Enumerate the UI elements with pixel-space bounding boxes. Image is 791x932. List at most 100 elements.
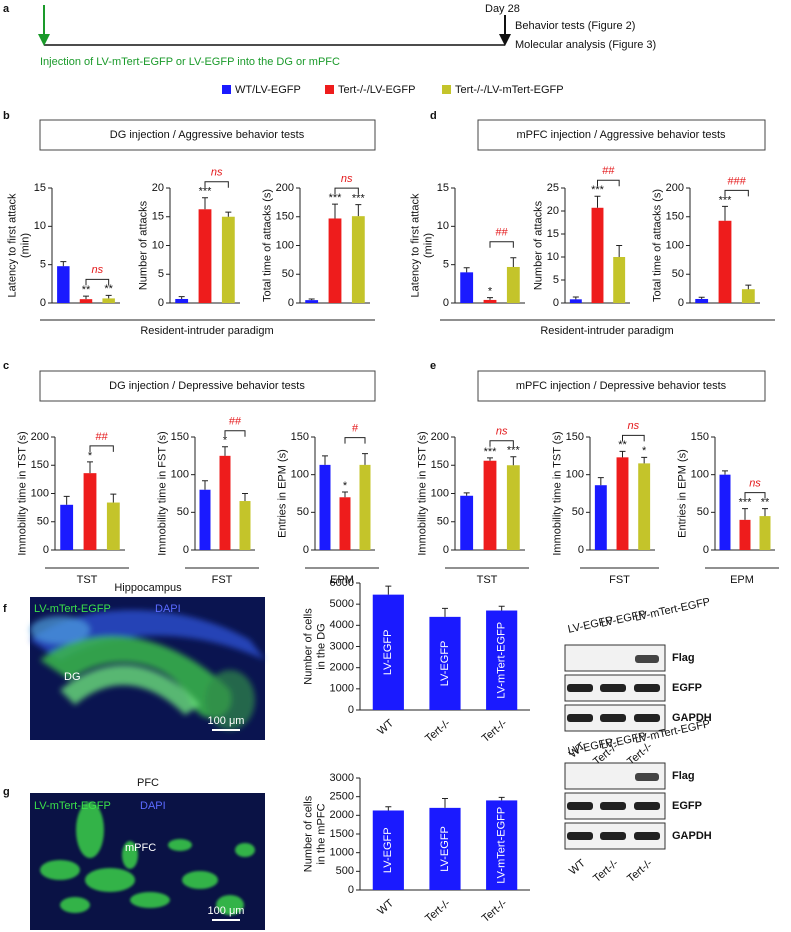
x-tick-label: WT	[375, 717, 396, 737]
y-axis-label: (min)	[20, 233, 32, 258]
y-tick-label: 100	[171, 469, 189, 481]
x-axis-label: EPM	[730, 574, 754, 586]
y-tick-label: 0	[158, 297, 164, 309]
y-axis-label: Latency to first attack	[7, 193, 19, 297]
bar	[79, 299, 93, 303]
panel-letter: b	[3, 110, 10, 122]
error-bar	[463, 492, 470, 496]
y-tick-label: 150	[566, 431, 584, 443]
channel-label: LV-mTert-EGFP	[34, 603, 111, 615]
region-label: DG	[64, 671, 81, 683]
bracket	[224, 430, 246, 437]
panel-heading: DG injection / Aggressive behavior tests	[110, 129, 305, 141]
injection-label: Injection of LV-mTert-EGFP or LV-EGFP in…	[40, 56, 340, 68]
blot-row-label: EGFP	[672, 800, 702, 812]
bracket-label: ns	[211, 167, 223, 179]
y-axis-label: Latency to first attack	[410, 193, 422, 297]
error-bar	[698, 296, 705, 299]
day-arrowhead	[499, 34, 511, 46]
x-tick-label: Tert-/-	[423, 717, 453, 745]
bracket-label: ns	[92, 264, 104, 276]
y-tick-label: 50	[672, 268, 684, 280]
x-axis-label: FST	[212, 574, 233, 586]
legend-label: Tert-/-/LV-mTert-EGFP	[455, 84, 564, 96]
y-tick-label: 50	[282, 268, 294, 280]
y-tick-label: 0	[443, 297, 449, 309]
bar	[594, 485, 607, 550]
y-axis-label: in the mPFC	[315, 803, 327, 864]
bracket-label: ns	[341, 173, 353, 185]
bar	[486, 800, 518, 890]
day-label: Day 28	[485, 3, 520, 15]
x-axis-label: TST	[477, 574, 498, 586]
error-bar	[222, 446, 228, 456]
error-bar	[242, 493, 248, 502]
panel-heading: mPFC injection / Aggressive behavior tes…	[516, 129, 726, 141]
y-tick-label: 50	[697, 506, 709, 518]
bracket	[724, 189, 749, 197]
y-tick-label: 0	[348, 884, 354, 896]
y-tick-label: 100	[291, 469, 309, 481]
y-axis-label: Immobility time in TST (s)	[17, 431, 29, 555]
blot-band	[600, 802, 626, 810]
bar	[695, 298, 709, 303]
y-axis-label: in the DG	[315, 623, 327, 669]
error-bar	[87, 461, 93, 474]
lane-label: LV-mTert-EGFP	[634, 596, 712, 624]
error-bar	[498, 605, 505, 611]
panel-letter: g	[3, 786, 10, 798]
error-bar	[510, 257, 517, 267]
significance: **	[82, 284, 91, 296]
heading-box	[39, 119, 376, 151]
bar	[57, 266, 70, 303]
blot-row-label: GAPDH	[672, 830, 712, 842]
y-tick-label: 10	[152, 239, 164, 251]
bracket-label: ##	[602, 165, 615, 177]
bar	[60, 504, 74, 550]
y-tick-label: 150	[291, 431, 309, 443]
significance: **	[618, 439, 627, 451]
error-bar	[110, 493, 117, 503]
y-tick-label: 0	[553, 297, 559, 309]
y-tick-label: 100	[31, 487, 49, 499]
blot-band	[600, 714, 626, 722]
error-bar	[597, 477, 604, 486]
error-bar	[202, 197, 208, 210]
error-bar	[362, 453, 368, 465]
error-bar	[498, 796, 505, 801]
bracket	[89, 445, 114, 452]
error-bar	[83, 295, 89, 300]
y-tick-label: 100	[276, 239, 294, 251]
bracket	[204, 181, 229, 188]
bracket	[744, 492, 766, 499]
error-bar	[355, 204, 362, 217]
y-tick-label: 50	[177, 506, 189, 518]
y-tick-label: 15	[34, 182, 46, 194]
bracket-label: ###	[727, 175, 746, 187]
y-tick-label: 6000	[330, 577, 354, 589]
blot-band	[567, 832, 593, 840]
heading-box	[477, 370, 766, 402]
bar-label: LV-EGFP	[439, 826, 451, 872]
blot-strip	[564, 644, 666, 672]
scale-label: 100 μm	[208, 715, 245, 727]
error-bar	[60, 261, 67, 267]
micrograph	[30, 597, 265, 740]
y-tick-label: 0	[40, 297, 46, 309]
y-tick-label: 5	[553, 274, 559, 286]
significance: ***	[739, 496, 753, 508]
bar	[506, 266, 520, 303]
x-axis-label: TST	[77, 574, 98, 586]
error-bar	[322, 455, 328, 465]
y-axis-label: Immobility time in TST (s)	[417, 431, 429, 555]
y-tick-label: 2000	[330, 809, 354, 821]
bar	[102, 298, 115, 303]
error-bar	[202, 480, 208, 490]
x-axis-label: FST	[609, 574, 630, 586]
y-axis-label: Number of cells	[302, 795, 314, 872]
error-bar	[510, 456, 517, 466]
bar	[359, 464, 371, 550]
lane-group-label: WT	[567, 857, 588, 877]
significance: *	[642, 445, 647, 457]
